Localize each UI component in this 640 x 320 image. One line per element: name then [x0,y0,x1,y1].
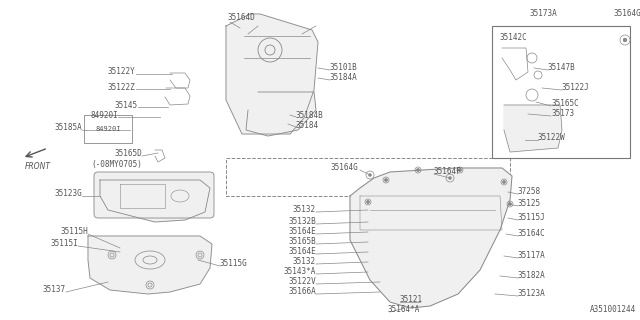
Text: 35147B: 35147B [548,63,576,73]
FancyBboxPatch shape [94,172,214,218]
Text: 35164*A: 35164*A [388,306,420,315]
Text: 35132B: 35132B [288,218,316,227]
Text: 35122V: 35122V [288,277,316,286]
Polygon shape [100,180,210,222]
Text: 35115H: 35115H [60,228,88,236]
Text: 35123A: 35123A [518,290,546,299]
Text: 35143*A: 35143*A [284,268,316,276]
Text: 35164F: 35164F [434,167,461,177]
Text: 35173A: 35173A [530,10,557,19]
Text: 35145: 35145 [115,100,138,109]
Text: 35115I: 35115I [51,239,78,249]
Bar [226,158,510,196]
Text: 35137: 35137 [43,285,66,294]
Text: 35185A: 35185A [54,124,82,132]
Text: 35123G: 35123G [54,189,82,198]
Circle shape [417,169,419,172]
Text: 84920I: 84920I [90,110,118,119]
Circle shape [369,173,371,177]
Bar [492,26,630,158]
Polygon shape [504,105,562,152]
Circle shape [509,203,511,205]
Circle shape [385,179,387,181]
Text: 35122W: 35122W [538,133,566,142]
Text: FRONT: FRONT [25,162,51,171]
Text: 35122Z: 35122Z [108,83,135,92]
Text: 35122Y: 35122Y [108,68,135,76]
Text: 35165D: 35165D [115,149,142,158]
Text: 35164G: 35164G [614,10,640,19]
Text: 84920I: 84920I [95,126,121,132]
Text: 35122J: 35122J [562,84,589,92]
Polygon shape [88,236,212,294]
Text: 35115J: 35115J [518,213,546,222]
Text: 35166A: 35166A [288,287,316,297]
Text: 35121: 35121 [400,295,423,305]
Text: 35132: 35132 [293,258,316,267]
Text: 35165B: 35165B [288,237,316,246]
Text: 35164G: 35164G [330,164,358,172]
Text: 37258: 37258 [518,188,541,196]
Circle shape [367,201,369,204]
Circle shape [449,177,451,180]
Text: 35164E: 35164E [288,228,316,236]
Text: (-08MY0705): (-08MY0705) [91,159,142,169]
Text: 35132: 35132 [293,205,316,214]
Polygon shape [350,168,512,308]
Text: 35184A: 35184A [330,74,358,83]
Text: 35173: 35173 [551,109,574,118]
Text: 35164E: 35164E [288,247,316,257]
Text: 35165C: 35165C [551,100,579,108]
Circle shape [502,180,506,183]
Text: A351001244: A351001244 [589,305,636,314]
Text: 35115G: 35115G [220,260,248,268]
Circle shape [623,38,627,42]
Text: 35164D: 35164D [228,13,256,22]
Text: 35101B: 35101B [330,63,358,73]
Text: 35184B: 35184B [296,110,324,119]
Text: 35184: 35184 [296,121,319,130]
Bar [84,115,132,143]
Text: 35125: 35125 [518,199,541,209]
Polygon shape [226,14,318,134]
Text: 35117A: 35117A [518,252,546,260]
Circle shape [458,169,461,172]
Text: 35142C: 35142C [500,34,528,43]
Text: 35182A: 35182A [518,271,546,281]
Text: 35164C: 35164C [518,229,546,238]
Polygon shape [246,92,316,136]
